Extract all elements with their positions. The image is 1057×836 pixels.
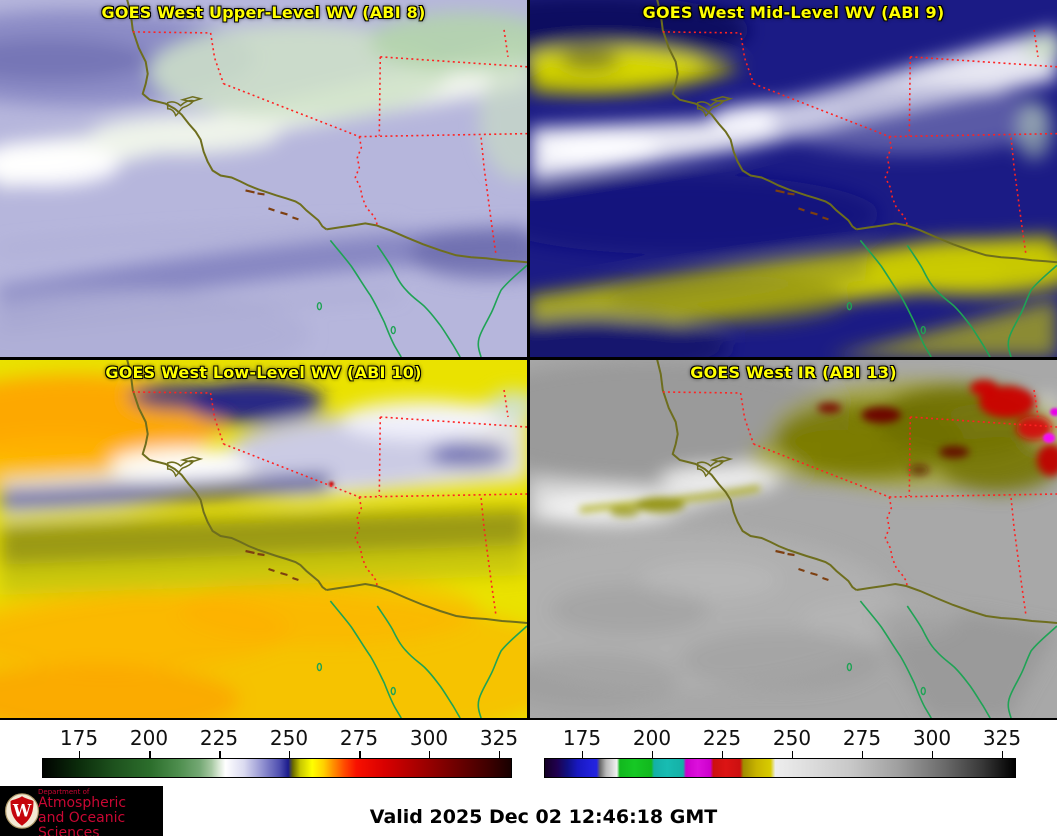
tick-label: 175 [562,726,602,750]
tick-mark [288,751,291,758]
tick-label: 175 [59,726,99,750]
tick-mark [149,751,151,758]
tick-label: 325 [479,726,519,750]
tick-mark [359,751,361,758]
wv-colorbar: 175 200 225 250 275 300 325 [42,720,518,786]
panel-title: GOES West IR (ABI 13) [690,363,897,382]
mid-level-wv-image [530,0,1057,357]
tick-mark [78,751,81,758]
panel-low-level-wv: GOES West Low-Level WV (ABI 10) [0,360,527,718]
ir-gradient-bar [544,758,1016,778]
tick-label: 225 [702,726,742,750]
tick-mark [651,751,654,758]
footer: W Department of Atmospheric and Oceanic … [0,786,1057,836]
panel-upper-level-wv: GOES West Upper-Level WV (ABI 8) [0,0,527,357]
uw-crest-icon: W [5,793,39,829]
tick-label: 200 [129,726,169,750]
uw-monogram: W [12,802,32,821]
tick-label: 250 [269,726,309,750]
panel-title: GOES West Upper-Level WV (ABI 8) [101,3,426,22]
panel-grid: GOES West Upper-Level WV (ABI 8) [0,0,1057,720]
tick-label: 300 [912,726,952,750]
panel-title: GOES West Low-Level WV (ABI 10) [105,363,422,382]
logo-line-1: Atmospheric [38,795,127,812]
low-level-wv-image [0,360,527,718]
tick-mark [861,751,864,758]
wv-gradient-bar [42,758,512,778]
logo-line-2: and Oceanic Sciences [38,810,126,836]
tick-label: 325 [982,726,1022,750]
uw-aos-logo: W Department of Atmospheric and Oceanic … [0,786,163,836]
ir-colorbar: 175 200 225 250 275 300 325 [544,720,1021,786]
panel-mid-level-wv: GOES West Mid-Level WV (ABI 9) [530,0,1057,357]
tick-label: 300 [409,726,449,750]
tick-mark [721,751,724,758]
tick-label: 225 [199,726,239,750]
upper-level-wv-image [0,0,527,357]
tick-mark [428,751,431,758]
panel-ir: GOES West IR (ABI 13) [530,360,1057,718]
valid-time-label: Valid 2025 Dec 02 12:46:18 GMT [369,806,718,828]
tick-mark [1001,751,1004,758]
tick-mark [931,751,934,758]
tick-mark [581,751,584,758]
logo-dept-line: Department of [38,788,90,796]
tick-mark [498,751,501,758]
panel-title: GOES West Mid-Level WV (ABI 9) [642,3,945,22]
tick-label: 275 [842,726,882,750]
tick-label: 250 [772,726,812,750]
tick-label: 200 [632,726,672,750]
tick-label: 275 [339,726,379,750]
colorbar-row: 175 200 225 250 275 300 325 175 200 225 … [0,720,1057,786]
ir-image [530,360,1057,718]
tick-mark [791,751,794,758]
tick-mark [219,751,221,758]
logo-text: Department of Atmospheric and Oceanic Sc… [38,788,163,836]
